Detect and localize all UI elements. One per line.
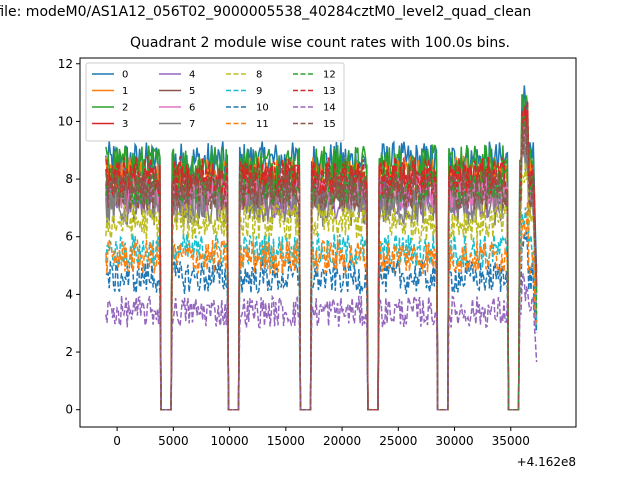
series-line-14	[105, 273, 538, 411]
legend-label-9: 9	[256, 86, 262, 97]
legend-label-2: 2	[122, 103, 128, 114]
series-line-15	[105, 118, 538, 411]
x-tick-label: 35000	[492, 434, 530, 448]
x-tick-label: 0	[113, 434, 121, 448]
legend-label-12: 12	[323, 70, 336, 81]
legend-label-3: 3	[122, 119, 128, 130]
series-line-8	[105, 162, 538, 411]
series-line-13	[105, 100, 538, 411]
legend-label-7: 7	[189, 119, 195, 130]
legend-label-6: 6	[189, 103, 195, 114]
legend-label-0: 0	[122, 70, 128, 81]
y-tick-label: 2	[65, 345, 73, 359]
legend-label-15: 15	[323, 119, 336, 130]
x-tick-label: 20000	[323, 434, 361, 448]
chart-title: Quadrant 2 module wise count rates with …	[130, 35, 510, 51]
figure-suptitle: n file: modeM0/AS1A12_056T02_9000005538_…	[0, 4, 532, 20]
y-tick-label: 10	[58, 114, 73, 128]
plot-frame	[79, 57, 577, 428]
x-tick-label: 30000	[435, 434, 473, 448]
legend-label-1: 1	[122, 86, 128, 97]
x-tick-label: 15000	[267, 434, 305, 448]
legend-label-14: 14	[323, 103, 336, 114]
series-line-10	[105, 231, 538, 411]
x-offset-text: +4.162e8	[517, 455, 576, 469]
y-tick-label: 0	[65, 403, 73, 417]
series-layer	[105, 85, 538, 411]
y-tick-label: 8	[65, 172, 73, 186]
series-line-2	[105, 93, 538, 411]
y-tick-label: 4	[65, 287, 73, 301]
x-axis: 0 5000 10000 15000 20000 25000 30000 35000	[113, 427, 530, 448]
x-tick-label: 25000	[379, 434, 417, 448]
legend-box	[85, 62, 345, 142]
series-line-9	[105, 207, 538, 411]
legend-label-11: 11	[256, 119, 269, 130]
y-tick-label: 12	[58, 57, 73, 71]
series-line-11	[105, 201, 538, 411]
legend-label-4: 4	[189, 70, 195, 81]
legend-label-10: 10	[256, 103, 269, 114]
x-tick-label: 5000	[158, 434, 189, 448]
y-tick-label: 6	[65, 230, 73, 244]
x-tick-label: 10000	[210, 434, 248, 448]
y-axis: 0 2 4 6 8 10 12	[58, 57, 80, 417]
legend-label-8: 8	[256, 70, 262, 81]
legend-label-5: 5	[189, 86, 195, 97]
legend-label-13: 13	[323, 86, 336, 97]
